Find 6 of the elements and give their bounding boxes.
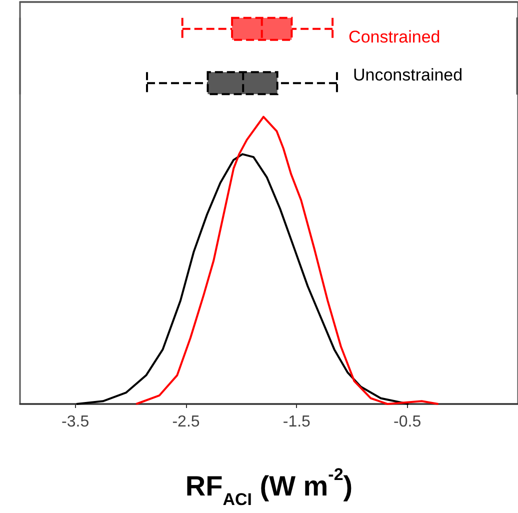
x-tick-label: -2.5 [172,414,200,430]
category-label: Constrained [348,28,440,46]
x-tick-label: -0.5 [394,414,422,430]
x-tick-label: -1.5 [282,414,311,430]
x-tick-label: -3.5 [62,414,90,430]
category-label: Unconstrained [352,66,463,84]
